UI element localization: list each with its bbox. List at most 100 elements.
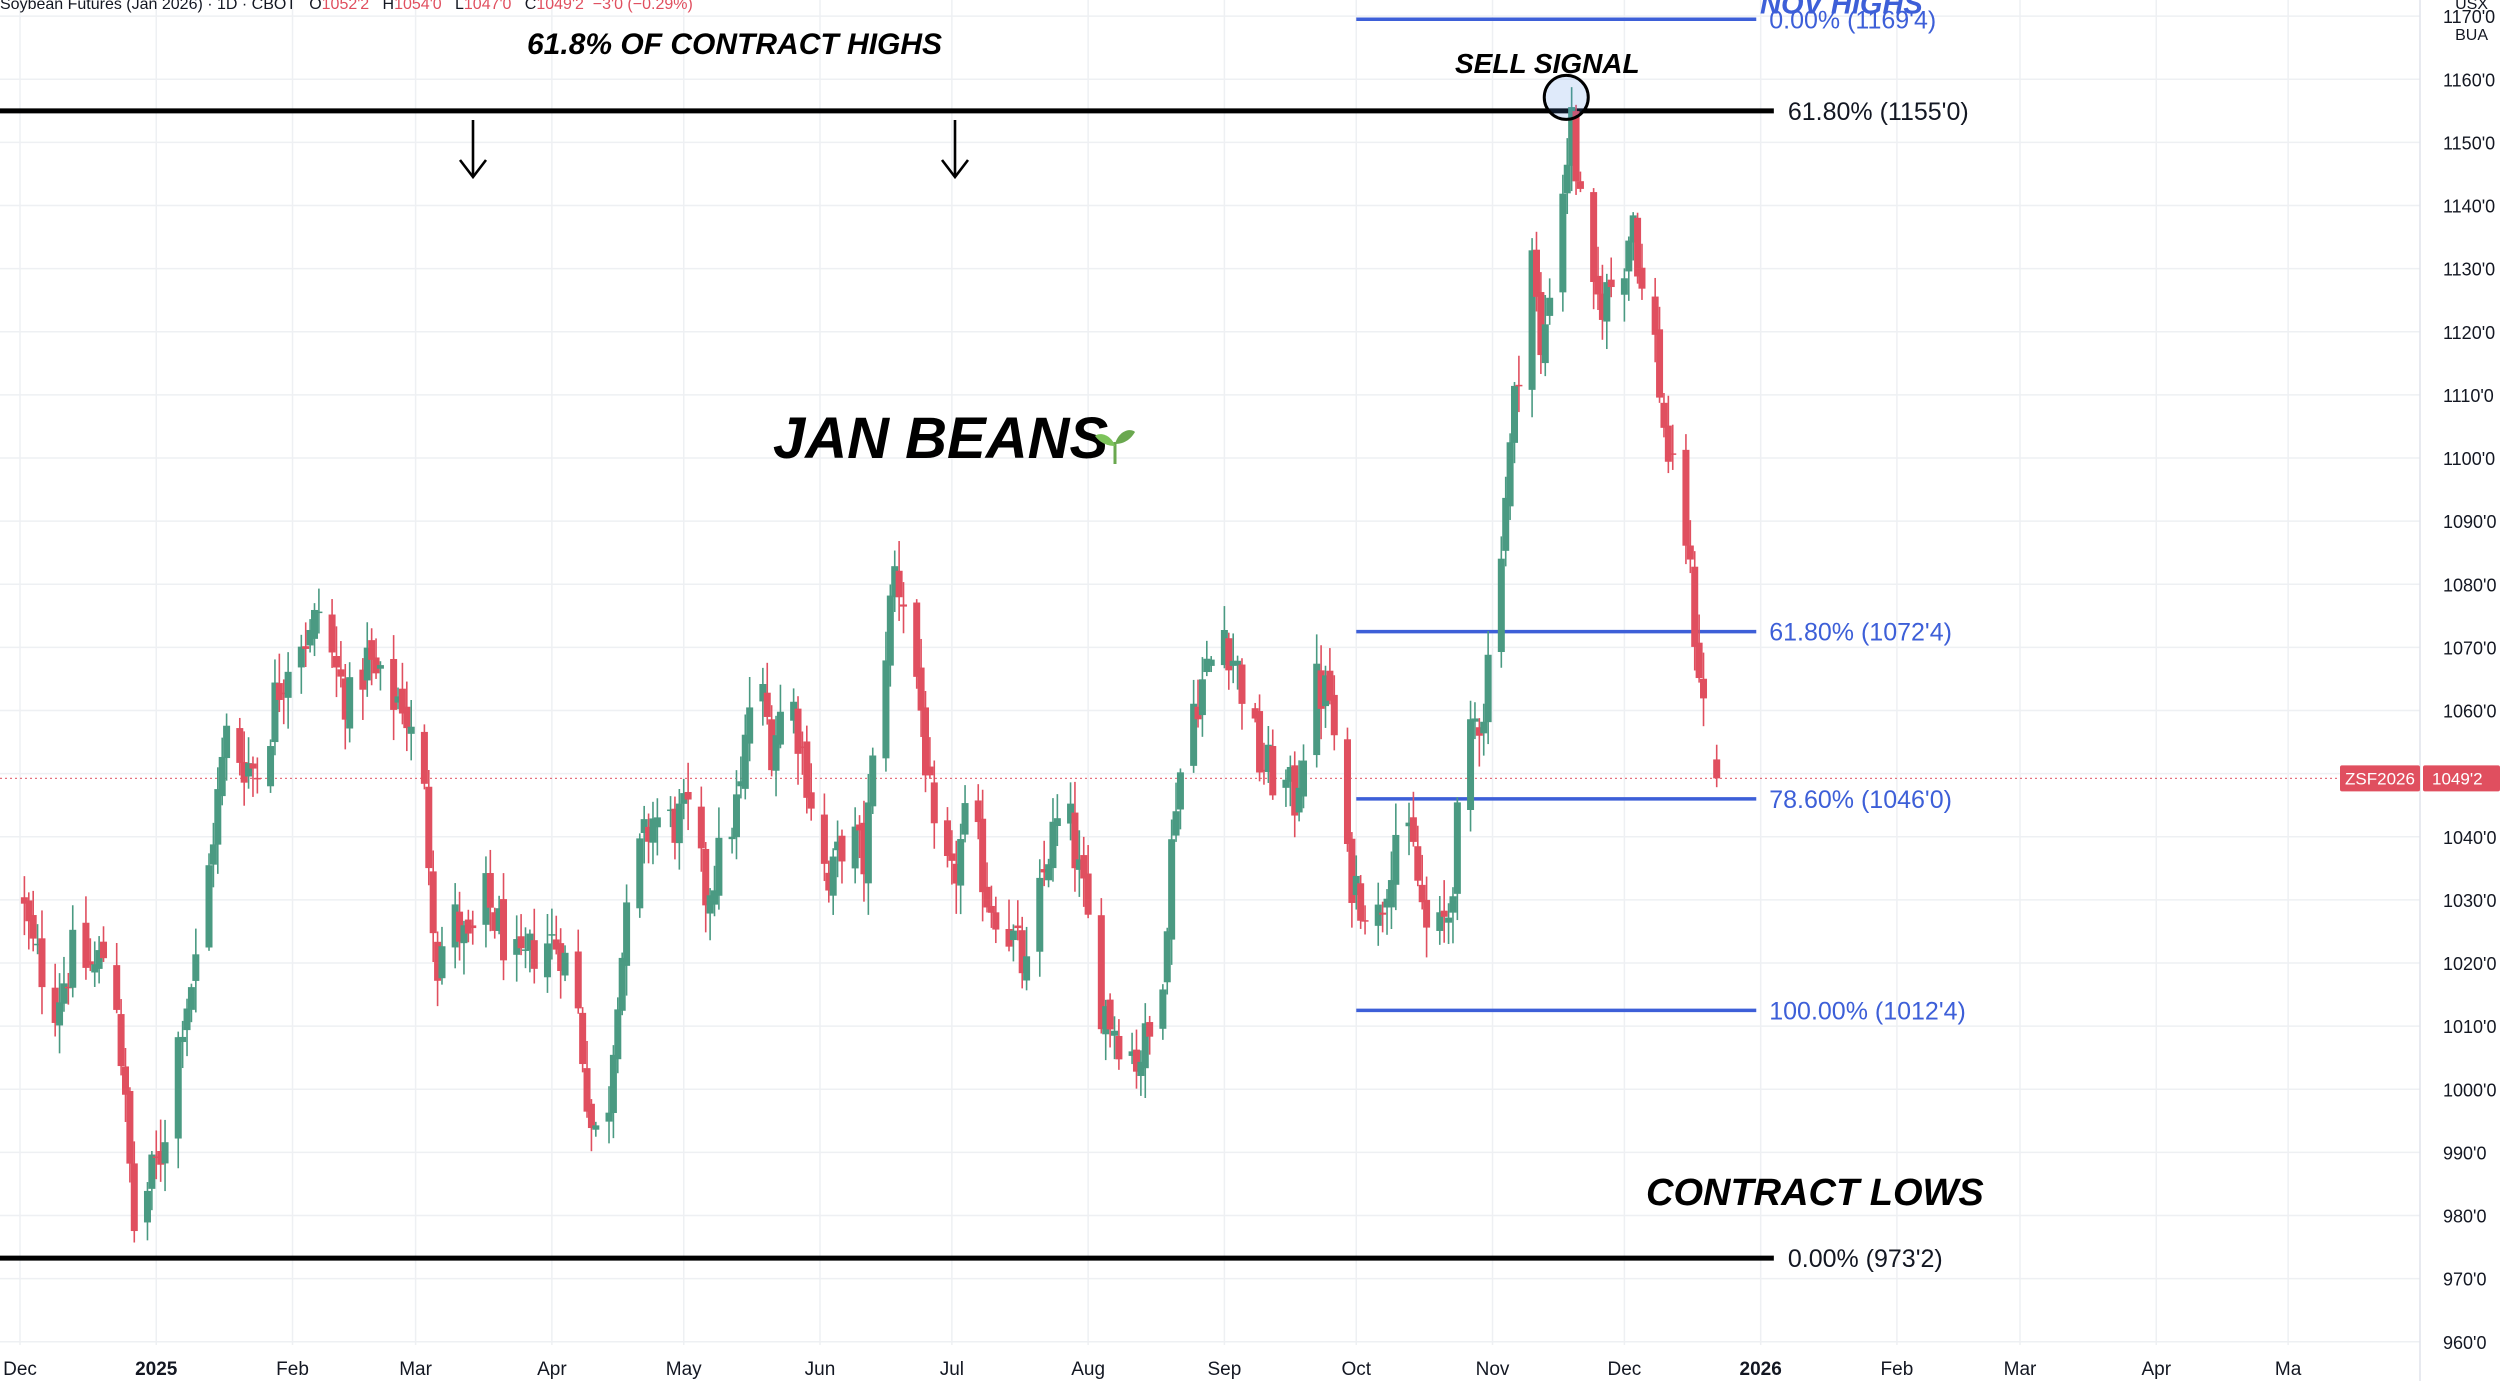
candle-body	[56, 1002, 64, 1026]
candle-body	[891, 566, 899, 598]
candle-body	[245, 763, 253, 777]
candle-body	[1634, 217, 1642, 277]
candle-body	[1537, 292, 1545, 356]
arrow-down-icon-left	[458, 120, 488, 180]
candle-body	[113, 965, 121, 1010]
candle-body	[521, 949, 529, 951]
y-tick-label: 1010'0	[2443, 1017, 2497, 1037]
arrow-head	[940, 159, 970, 180]
seedling-leaf-right	[1115, 430, 1135, 444]
candle-body	[1436, 912, 1444, 931]
candle-body	[1352, 875, 1360, 896]
candle-body	[297, 646, 305, 668]
candle-body	[51, 987, 59, 1023]
candle-body	[223, 725, 231, 759]
candle-body	[895, 570, 903, 598]
candle-body	[1053, 818, 1061, 826]
candle-body	[179, 1036, 187, 1043]
candle-body	[834, 841, 842, 851]
candle-body	[1638, 267, 1646, 289]
candle-body	[675, 803, 683, 844]
candle-body	[1084, 873, 1092, 915]
candle-body	[1146, 1022, 1154, 1037]
candle-body	[741, 734, 749, 789]
close-label: C	[524, 0, 537, 13]
fib-level-label: 61.80% (1072'4)	[1769, 619, 1952, 647]
candle-body	[649, 818, 657, 843]
candle-body	[218, 756, 226, 797]
candle-body	[715, 837, 723, 896]
candle-body	[148, 1154, 156, 1189]
y-tick-label: 990'0	[2443, 1143, 2486, 1163]
change-value: −3'0 (−0.29%)	[592, 0, 693, 13]
price-tag-text: 1049'2	[2432, 769, 2483, 788]
x-tick-label: 2025	[135, 1359, 178, 1380]
candle-body	[1532, 249, 1540, 297]
candle-body	[776, 711, 784, 745]
candle-body	[1132, 1049, 1140, 1072]
candle-body	[486, 873, 494, 908]
candle-body	[948, 853, 956, 861]
candle-body	[667, 809, 675, 812]
low-label: L	[454, 0, 464, 13]
candle-body	[1106, 999, 1114, 1030]
seedling-icon	[1095, 430, 1135, 464]
fib-level-label: 100.00% (1012'4)	[1769, 997, 1966, 1025]
candle-body	[1682, 449, 1690, 546]
candle-body	[609, 1054, 617, 1114]
candle-body	[456, 911, 464, 942]
candle-body	[1207, 659, 1215, 666]
candle-body	[403, 706, 411, 729]
candle-body	[376, 665, 384, 669]
candle-body	[882, 660, 890, 759]
candle-body	[1695, 642, 1703, 679]
candle-body	[543, 943, 551, 978]
candle-body	[1409, 817, 1417, 842]
candle-body	[1159, 989, 1167, 1029]
candle-body	[943, 820, 951, 857]
candle-body	[95, 950, 103, 969]
candle-body	[1546, 297, 1554, 316]
price-tag-bg	[2423, 765, 2500, 792]
candle-body	[1256, 711, 1264, 773]
candle-body	[214, 789, 222, 845]
candle-body	[1040, 869, 1048, 873]
candle-body	[1445, 917, 1453, 923]
y-tick-label: 960'0	[2443, 1333, 2486, 1353]
x-tick-label: Jun	[805, 1359, 836, 1380]
candle-body	[1005, 928, 1013, 947]
candle-body	[1295, 787, 1303, 813]
candle-body	[1576, 181, 1584, 189]
candle-body	[974, 800, 982, 823]
candle-body	[183, 1008, 191, 1031]
candle-body	[82, 922, 90, 968]
candle-body	[728, 836, 736, 840]
candle-body	[702, 848, 710, 906]
candle-body	[1071, 812, 1079, 869]
candle-body	[680, 793, 688, 804]
candle-body	[1317, 670, 1325, 709]
y-tick-label: 1150'0	[2443, 133, 2495, 153]
candle-body	[64, 986, 72, 989]
candle-body	[398, 688, 406, 714]
candle-body	[1423, 899, 1431, 928]
candle-body	[552, 939, 560, 950]
candle-body	[1502, 497, 1510, 551]
candle-body	[1594, 275, 1602, 295]
candle-body	[1075, 859, 1083, 870]
candle-body	[1686, 545, 1694, 560]
symbol-tag-bg	[2340, 765, 2420, 792]
currency-unit[interactable]: USX	[2455, 0, 2488, 13]
candle-body	[491, 912, 499, 931]
unit-secondary[interactable]: BUA	[2455, 27, 2488, 44]
candle-body	[267, 746, 275, 787]
candle-body	[495, 908, 503, 931]
annotation-contract-lows: CONTRACT LOWS	[1646, 1172, 1984, 1214]
candle-body	[794, 708, 802, 754]
candle-body	[143, 1190, 151, 1223]
candle-body	[640, 819, 648, 834]
candle-body	[192, 954, 200, 981]
candle-body	[561, 952, 569, 976]
